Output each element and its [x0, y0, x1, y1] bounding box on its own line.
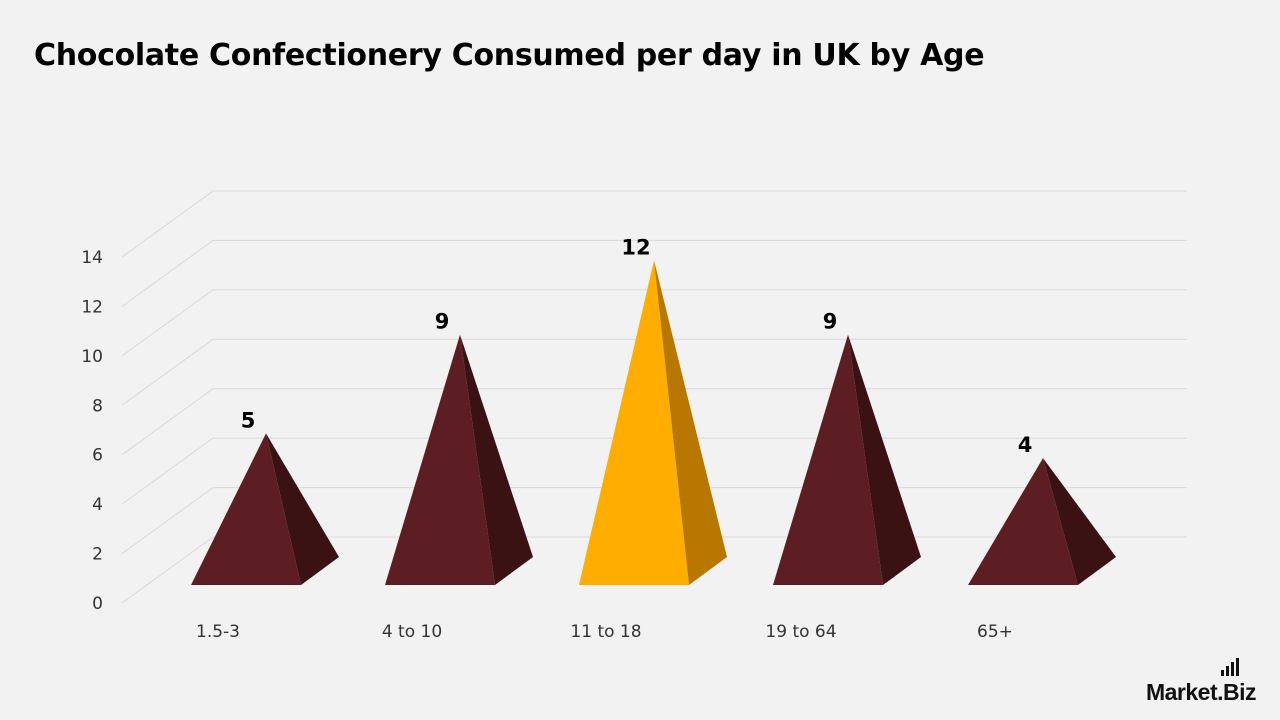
y-tick-label: 2 — [92, 545, 103, 565]
x-category-label: 65+ — [977, 622, 1013, 642]
x-category-label: 1.5-3 — [196, 622, 240, 642]
pyramid-front-face — [773, 334, 883, 585]
pyramid-side-face — [848, 334, 921, 585]
brand-logo: Market .Biz — [1145, 658, 1256, 706]
brand-text-market: Market — [1145, 679, 1218, 705]
grid-layer — [121, 190, 1187, 604]
pyramid-side-face — [654, 260, 727, 585]
y-tick-label: 8 — [92, 396, 103, 416]
gridline — [121, 338, 1187, 406]
brand-text-biz: .Biz — [1217, 679, 1256, 705]
gridline — [121, 190, 1187, 258]
data-labels: 5 9 12 9 4 — [241, 235, 1033, 457]
x-category-label: 19 to 64 — [765, 622, 836, 642]
gridline — [121, 289, 1187, 357]
y-tick-label: 4 — [92, 495, 103, 515]
data-label: 5 — [241, 408, 256, 432]
gridline — [121, 239, 1187, 307]
data-label: 9 — [435, 310, 450, 334]
x-axis-categories: 1.5-3 4 to 10 11 to 18 19 to 64 65+ — [196, 622, 1013, 642]
y-axis-ticks: 0 2 4 6 8 10 12 14 — [81, 248, 103, 614]
y-tick-label: 12 — [81, 297, 103, 317]
x-category-label: 4 to 10 — [382, 622, 442, 642]
data-label: 9 — [823, 310, 838, 334]
pyramid-front-face — [191, 433, 301, 585]
pyramid-front-face — [385, 334, 495, 585]
y-tick-label: 10 — [81, 347, 103, 367]
pyramid-bar — [579, 260, 727, 585]
pyramid-side-face — [460, 334, 533, 585]
pyramid-series — [191, 260, 1116, 585]
chart-title: Chocolate Confectionery Consumed per day… — [34, 38, 985, 73]
y-tick-label: 14 — [81, 248, 103, 268]
data-label: 4 — [1018, 433, 1033, 457]
pyramid-bar — [191, 433, 339, 585]
pyramid-bar — [968, 458, 1116, 585]
pyramid-side-face — [1043, 458, 1116, 585]
pyramid-front-face — [579, 260, 689, 585]
y-tick-label: 6 — [92, 446, 103, 466]
pyramid-bar — [773, 334, 921, 585]
pyramid-bar — [385, 334, 533, 585]
pyramid-front-face — [968, 458, 1078, 585]
y-tick-label: 0 — [92, 594, 103, 614]
x-category-label: 11 to 18 — [570, 622, 641, 642]
data-label: 12 — [621, 235, 650, 259]
pyramid-side-face — [266, 433, 339, 585]
